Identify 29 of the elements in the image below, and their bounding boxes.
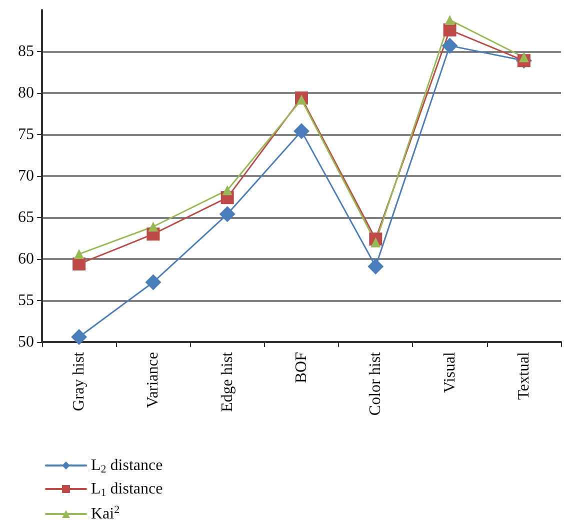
y-tick-label: 60 xyxy=(18,250,34,268)
x-tick-label: Gray hist xyxy=(70,351,88,412)
point xyxy=(442,38,458,54)
x-tick-label: Visual xyxy=(441,351,458,393)
x-tick-label: Textual xyxy=(515,351,532,400)
point xyxy=(71,329,88,346)
y-tick-label: 80 xyxy=(18,84,34,102)
point xyxy=(294,123,310,140)
x-tick-label: BOF xyxy=(293,352,310,384)
point xyxy=(368,258,384,274)
point xyxy=(145,274,162,290)
y-tick-label: 65 xyxy=(18,209,34,226)
y-tick-label: 50 xyxy=(18,334,34,350)
point xyxy=(148,222,158,232)
y-tick-label: 85 xyxy=(18,43,34,60)
point xyxy=(72,257,86,270)
y-tick-label: 70 xyxy=(18,168,34,184)
y-tick-label: 75 xyxy=(18,126,34,143)
point xyxy=(219,206,236,222)
point xyxy=(222,185,232,196)
point xyxy=(444,14,455,25)
point xyxy=(370,237,381,248)
x-tick-label: Edge hist xyxy=(218,351,236,412)
point xyxy=(443,23,456,36)
x-tick-label: Color hist xyxy=(367,351,384,416)
x-tick-label: Variance xyxy=(144,352,162,408)
point xyxy=(74,249,84,260)
point xyxy=(296,94,306,105)
y-tick-label: 55 xyxy=(18,292,34,309)
